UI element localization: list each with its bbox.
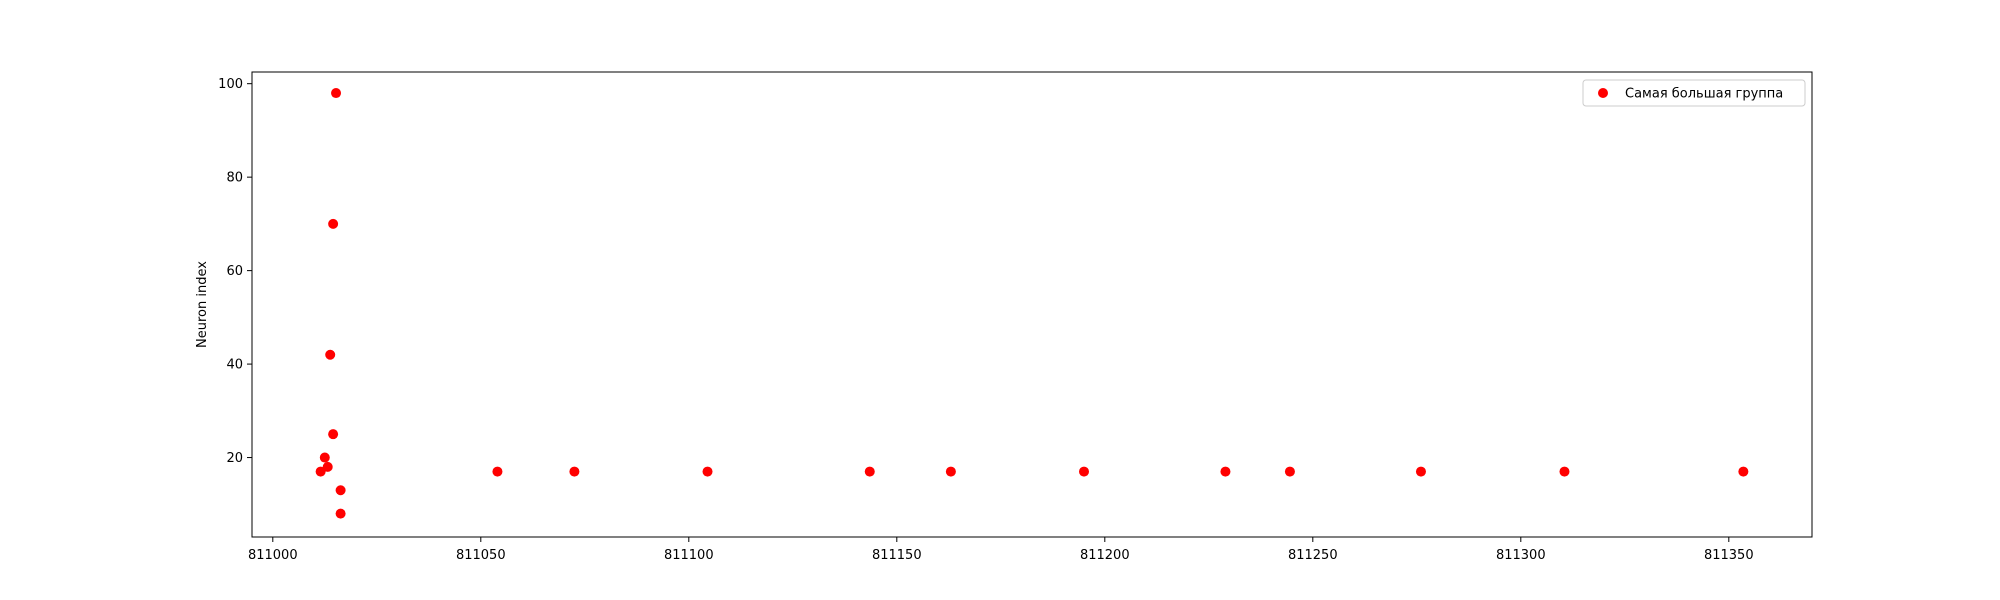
legend-box <box>1582 79 1806 107</box>
data-point <box>328 218 339 229</box>
data-points <box>315 88 1749 519</box>
legend: Самая большая группа <box>1582 79 1806 107</box>
data-point <box>331 88 342 99</box>
x-tick-label: 811350 <box>1704 548 1754 563</box>
x-axis: 811000 811050 811100 811150 811200 811250 8113… <box>248 537 1754 563</box>
data-point <box>569 466 580 477</box>
x-tick-label: 811100 <box>664 548 714 563</box>
y-tick-label: 80 <box>226 171 243 186</box>
x-tick-label: 811000 <box>248 548 298 563</box>
data-point <box>864 466 875 477</box>
data-point <box>1220 466 1231 477</box>
y-tick-label: 60 <box>226 264 243 279</box>
data-point <box>1559 466 1570 477</box>
plot-area <box>251 71 1813 538</box>
y-tick-label: 100 <box>218 77 243 92</box>
x-tick-label: 811050 <box>456 548 506 563</box>
legend-marker <box>1598 88 1608 98</box>
y-tick-label: 40 <box>226 358 243 373</box>
data-point <box>325 349 336 360</box>
x-tick-label: 811150 <box>872 548 922 563</box>
data-point <box>1079 466 1089 477</box>
data-point <box>945 466 956 477</box>
data-point <box>1738 466 1749 477</box>
data-point <box>492 466 503 477</box>
data-point <box>315 466 326 477</box>
x-tick-label: 811300 <box>1496 548 1546 563</box>
data-point <box>322 461 333 472</box>
data-point <box>1284 466 1295 477</box>
y-axis: 20 40 60 80 100 <box>218 77 252 466</box>
y-tick-label: 20 <box>226 451 243 466</box>
data-point <box>328 429 339 440</box>
plot-frame <box>251 71 1813 538</box>
legend-label: Самая большая группа <box>1625 87 1783 102</box>
data-point <box>319 452 330 463</box>
x-tick-label: 811250 <box>1288 548 1338 563</box>
data-point <box>335 485 346 496</box>
data-point <box>702 466 713 477</box>
y-axis-label: Neuron index <box>195 261 210 348</box>
x-tick-label: 811200 <box>1080 548 1130 563</box>
data-point <box>1415 466 1426 477</box>
data-point <box>335 508 346 519</box>
